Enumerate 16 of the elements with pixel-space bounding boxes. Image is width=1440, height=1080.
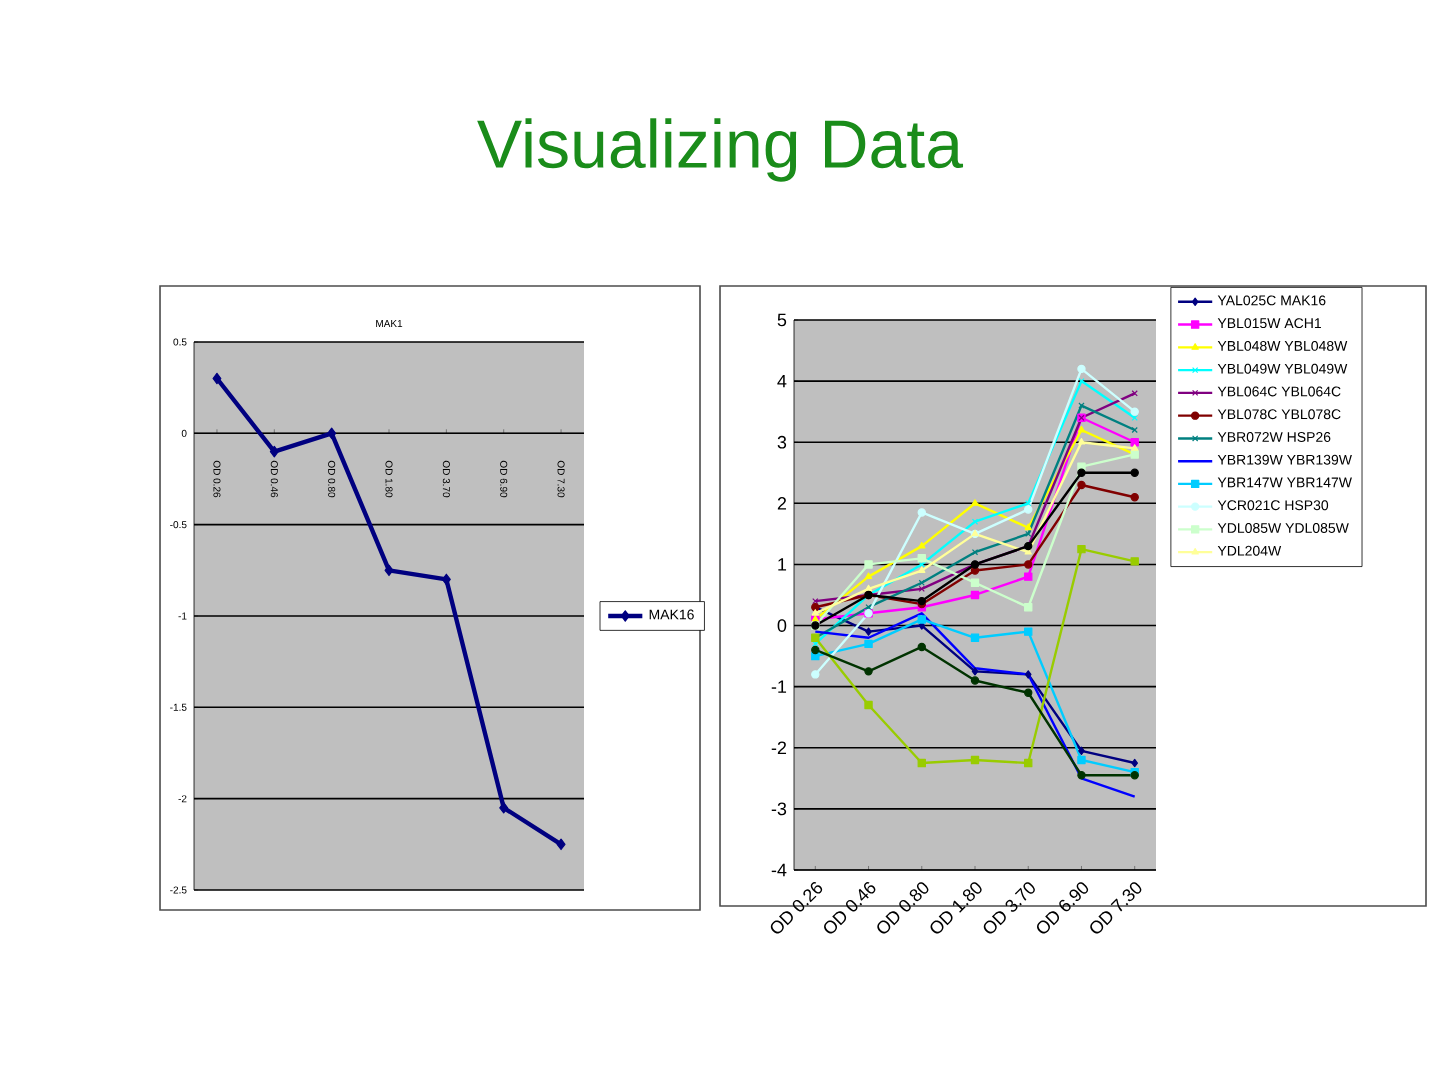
- y-tick-label: -2: [771, 741, 787, 755]
- y-tick-label: 5: [777, 313, 787, 327]
- y-tick-label: 0: [777, 619, 787, 632]
- y-tick-label: 2: [777, 497, 787, 510]
- y-tick-label: 1: [778, 558, 787, 571]
- y-tick-label: -3: [771, 802, 787, 816]
- x-tick-label: OD 0.46: [824, 882, 876, 934]
- x-tick-label: OD 6.90: [1037, 882, 1089, 934]
- text: Visualizing Data: [477, 118, 964, 182]
- x-tick-label: OD 0.80: [877, 882, 929, 934]
- x-tick-label: OD 3.70: [983, 882, 1035, 934]
- y-tick-label: 4: [777, 374, 787, 388]
- y-tick-label: 3: [777, 435, 787, 449]
- y-tick-label: -4: [771, 863, 787, 877]
- x-tick-label: OD 0.26: [770, 882, 823, 934]
- y-tick-label: -1: [771, 680, 787, 693]
